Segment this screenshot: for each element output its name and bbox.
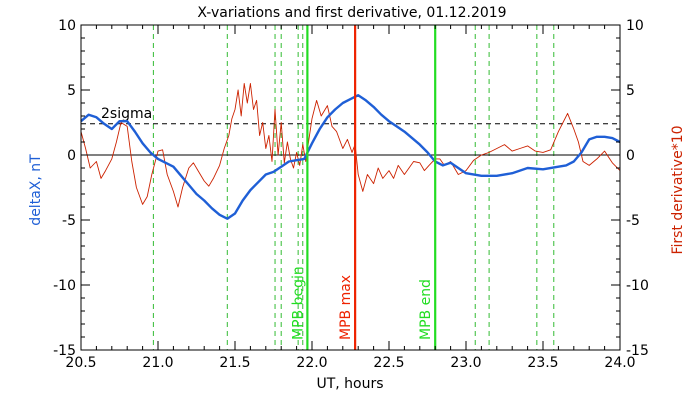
y-tick-label-right-0: 10: [626, 18, 644, 34]
y-axis-label-left: deltaX, nT: [28, 154, 44, 226]
y-tick-label-left-3: -5: [62, 213, 76, 229]
vertical-marker-label-2: MPB end: [418, 279, 434, 340]
vertical-marker-label-0: MPB begin: [290, 266, 306, 340]
x-tick-label-2: 21.5: [219, 355, 250, 371]
y-tick-label-right-1: 5: [626, 83, 635, 99]
y-tick-label-left-1: 5: [67, 83, 76, 99]
y-tick-label-right-2: 0: [626, 148, 635, 164]
y-tick-label-left-4: -10: [53, 278, 76, 294]
x-tick-label-3: 22.0: [296, 355, 327, 371]
reference-line-label-0: 2sigma: [101, 106, 152, 122]
x-tick-label-7: 24.0: [604, 355, 635, 371]
y-tick-label-right-3: -5: [626, 213, 640, 229]
y-axis-label-right: First derivative*10: [670, 125, 686, 254]
y-tick-label-right-4: -10: [626, 278, 649, 294]
x-tick-label-5: 23.0: [450, 355, 481, 371]
x-tick-label-0: 20.5: [65, 355, 96, 371]
x-axis-label: UT, hours: [316, 376, 383, 392]
series-line-derivative: [80, 83, 621, 208]
x-tick-label-1: 21.0: [142, 355, 173, 371]
y-tick-label-right-5: -15: [626, 343, 649, 359]
x-tick-label-6: 23.5: [527, 355, 558, 371]
y-tick-label-left-5: -15: [53, 343, 76, 359]
y-tick-label-left-2: 0: [67, 148, 76, 164]
x-tick-label-4: 22.5: [373, 355, 404, 371]
vertical-marker-label-1: MPB max: [338, 275, 354, 340]
y-tick-label-left-0: 10: [58, 18, 76, 34]
plot-frame: [80, 24, 621, 351]
series-line-deltaX: [80, 93, 621, 220]
plot-area: 2sigma MPB begin MPB max MPB end 20.5 21.0 21.…: [53, 18, 649, 371]
chart-title: X-variations and first derivative, 01.12…: [197, 5, 506, 21]
